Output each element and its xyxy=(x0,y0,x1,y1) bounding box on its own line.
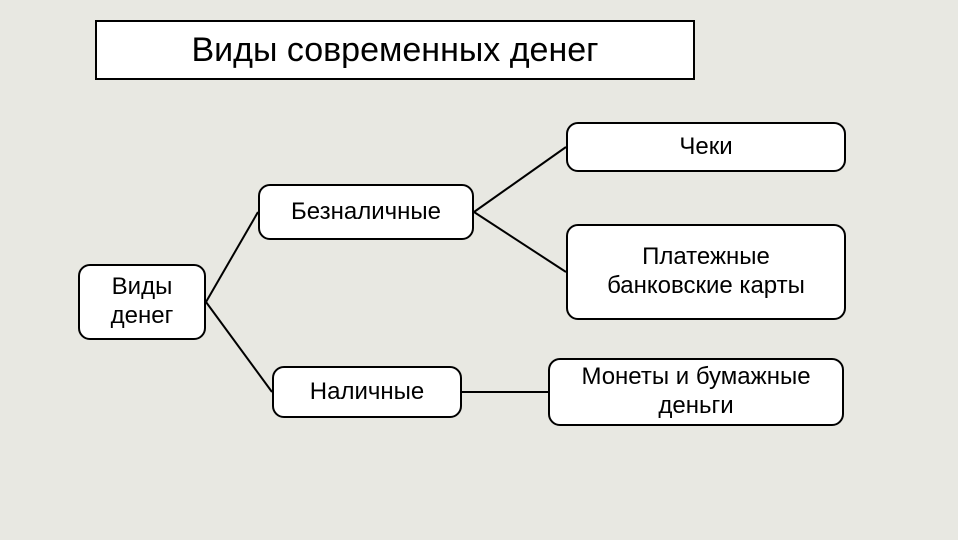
node-label: Видыденег xyxy=(111,273,174,331)
node-coins: Монеты и бумажные деньги xyxy=(548,358,844,426)
node-label: Наличные xyxy=(310,378,424,407)
node-root: Видыденег xyxy=(78,264,206,340)
node-cashless: Безналичные xyxy=(258,184,474,240)
node-label: Платежные банковские карты xyxy=(578,243,834,301)
edge-cashless-cheques xyxy=(474,147,566,212)
node-cash: Наличные xyxy=(272,366,462,418)
edge-root-cashless xyxy=(206,212,258,302)
diagram-title-text: Виды современных денег xyxy=(191,31,598,70)
edge-root-cash xyxy=(206,302,272,392)
edge-cashless-cards xyxy=(474,212,566,272)
node-label: Чеки xyxy=(679,133,732,162)
diagram-title: Виды современных денег xyxy=(95,20,695,80)
node-cheques: Чеки xyxy=(566,122,846,172)
node-cards: Платежные банковские карты xyxy=(566,224,846,320)
node-label: Монеты и бумажные деньги xyxy=(560,363,832,421)
node-label: Безналичные xyxy=(291,198,441,227)
